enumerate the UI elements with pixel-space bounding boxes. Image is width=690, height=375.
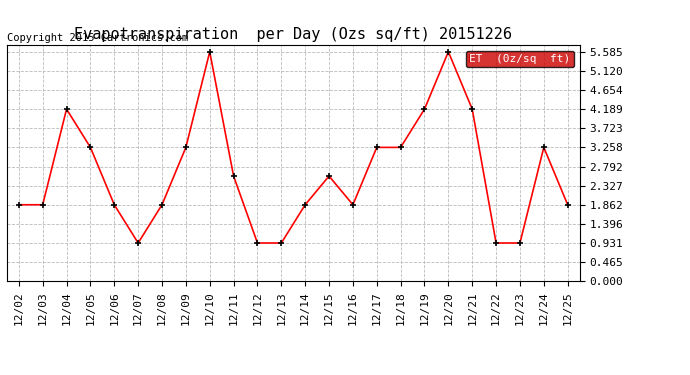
Legend: ET  (0z/sq  ft): ET (0z/sq ft)	[466, 51, 574, 67]
Title: Evapotranspiration  per Day (Ozs sq/ft) 20151226: Evapotranspiration per Day (Ozs sq/ft) 2…	[75, 27, 512, 42]
Text: Copyright 2015 Cartronics.com: Copyright 2015 Cartronics.com	[7, 33, 188, 43]
